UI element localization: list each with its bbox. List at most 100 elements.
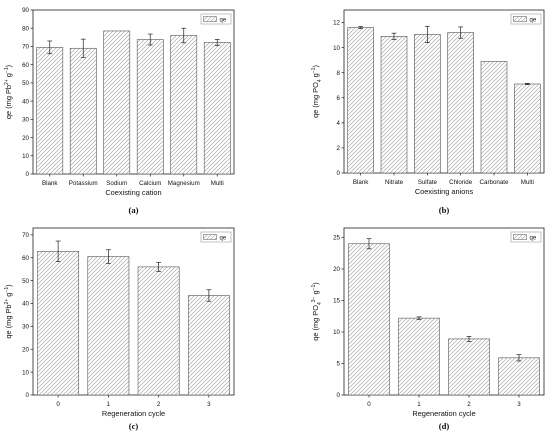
y-title-close: )	[4, 65, 13, 67]
x-tick-label: 0	[56, 401, 60, 408]
legend-label: qe	[530, 17, 537, 23]
plot-frame	[343, 227, 545, 396]
x-tick-label: 3	[207, 401, 211, 408]
y-title-close: )	[4, 284, 13, 286]
error-bar	[366, 238, 372, 250]
y-title-unit: g	[311, 290, 320, 296]
y-axis-title: qe (mg PO43− g−1)	[311, 282, 323, 341]
bar-2	[137, 266, 180, 396]
bar-potassium	[69, 47, 97, 175]
x-axis-title: Regeneration cycle	[102, 409, 165, 418]
y-title-unit-sup: −1	[311, 284, 317, 290]
error-bar	[206, 289, 212, 302]
error-bar	[80, 38, 86, 58]
bar-multi	[514, 83, 541, 174]
y-title-close: )	[311, 282, 320, 284]
error-bar	[391, 32, 397, 40]
x-tick-label: 2	[157, 401, 161, 408]
y-title-sup: 2+	[4, 79, 10, 85]
y-title-unit: g	[311, 73, 320, 79]
y-title-unit-sup: −1	[4, 67, 10, 73]
bar-blank	[36, 47, 64, 175]
error-bar	[516, 354, 522, 362]
x-tick-label: 3	[517, 401, 521, 408]
x-tick-label: Multi	[211, 180, 224, 187]
bar-magnesium	[170, 35, 198, 175]
y-tick-label: 10	[333, 45, 340, 52]
y-axis-title: qe (mg Pb2+ g−1)	[4, 65, 13, 119]
bar-multi	[203, 42, 231, 175]
x-axis-title: Regeneration cycle	[412, 409, 475, 418]
y-tick-label: 30	[22, 117, 29, 124]
x-axis-title: Coexisting cation	[105, 188, 161, 197]
y-title-main: qe (mg PO	[311, 82, 320, 118]
chart-panel-b: Blank Nitrate Sulfate Chloride Carbonate Mult…	[275, 0, 550, 218]
y-tick-label: 15	[333, 298, 340, 305]
error-bar	[181, 27, 187, 44]
chart-panel-c: 0 1 2 3 0 10 20 30 40 50 60 70 Regeneration cycle qe …	[0, 218, 275, 436]
y-tick-label: 40	[22, 301, 29, 308]
panel-label: (c)	[129, 421, 139, 431]
y-tick-label: 70	[22, 232, 29, 239]
y-title-unit-sup: −1	[311, 67, 317, 73]
x-tick-label: 1	[107, 401, 111, 408]
x-tick-label: 2	[467, 401, 471, 408]
y-title-close: )	[311, 65, 320, 67]
plot-frame	[32, 227, 235, 396]
legend-swatch	[513, 16, 527, 22]
bar-1	[87, 256, 130, 396]
legend: qe	[200, 13, 232, 25]
x-tick-label: 0	[367, 401, 371, 408]
bar-sulfate	[414, 34, 441, 174]
legend-label: qe	[220, 235, 227, 241]
y-tick-label: 20	[333, 266, 340, 273]
bar-blank	[347, 27, 374, 174]
y-tick-label: 10	[22, 153, 29, 160]
panel-label: (d)	[439, 421, 450, 431]
legend-swatch	[513, 234, 527, 240]
chart-panel-a: Blank Potassium Sodium Calcium Magnesium Mult…	[0, 0, 275, 218]
bar-1	[398, 317, 440, 396]
legend: qe	[510, 13, 542, 25]
y-tick-label: 90	[22, 7, 29, 14]
bar-0	[37, 251, 80, 396]
chart-svg-a: Blank Potassium Sodium Calcium Magnesium Mult…	[4, 7, 235, 215]
x-tick-label: Blank	[42, 180, 58, 187]
chart-svg-b: Blank Nitrate Sulfate Chloride Carbonate Mult…	[311, 9, 545, 215]
error-bar	[358, 26, 364, 29]
legend-label: qe	[530, 235, 537, 241]
y-tick-label: 5	[337, 361, 341, 368]
bar-nitrate	[380, 36, 408, 174]
panel-label: (b)	[439, 205, 450, 215]
y-tick-label: 60	[22, 62, 29, 69]
x-tick-label: 1	[417, 401, 421, 408]
y-tick-label: 8	[337, 70, 341, 77]
x-tick-label: Carbonate	[480, 179, 509, 186]
y-tick-label: 10	[333, 329, 340, 336]
plot-frame	[32, 9, 235, 175]
error-bar	[147, 33, 153, 46]
bar-0	[348, 243, 390, 396]
x-tick-label: Calcium	[139, 180, 161, 187]
legend-swatch	[203, 234, 217, 240]
y-tick-label: 20	[22, 135, 29, 142]
legend: qe	[200, 231, 232, 243]
error-bar	[424, 25, 430, 43]
error-bar	[156, 261, 162, 272]
y-tick-label: 4	[337, 120, 341, 127]
error-bar	[458, 26, 464, 39]
y-title-sup: 3−	[311, 296, 317, 302]
x-tick-label: Potassium	[69, 180, 98, 187]
y-axis-title: qe (mg PO4 g−1)	[311, 65, 323, 118]
error-bar	[47, 40, 53, 55]
legend-swatch	[203, 16, 217, 22]
y-title-sub: 4	[317, 302, 323, 305]
x-tick-label: Sulfate	[418, 179, 438, 186]
y-tick-label: 2	[337, 145, 341, 152]
y-tick-label: 60	[22, 255, 29, 262]
y-tick-label: 0	[26, 392, 30, 399]
y-tick-label: 10	[22, 369, 29, 376]
y-title-unit: g	[4, 293, 13, 299]
